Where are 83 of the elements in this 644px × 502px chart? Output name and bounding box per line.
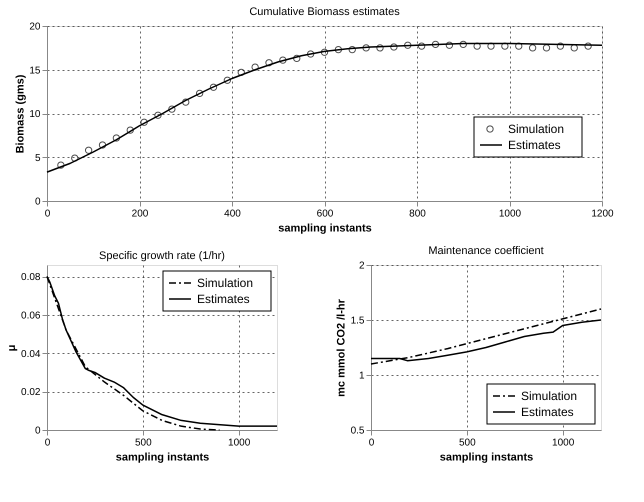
legend-label: Simulation bbox=[521, 389, 578, 403]
y-tick-label: 0 bbox=[34, 426, 41, 436]
x-tick-label: 1000 bbox=[228, 438, 251, 448]
point bbox=[460, 40, 467, 48]
y-tick-label: 20 bbox=[29, 22, 41, 32]
y-tick-label: 0.06 bbox=[21, 310, 41, 322]
point bbox=[404, 42, 412, 49]
point bbox=[487, 42, 495, 50]
legend-label: Estimates bbox=[508, 138, 561, 152]
point bbox=[418, 42, 426, 50]
x-tick-label: 400 bbox=[224, 208, 242, 220]
point bbox=[168, 105, 176, 113]
point bbox=[140, 118, 148, 126]
x-axis-title: sampling instants bbox=[440, 452, 534, 464]
chart-title: Cumulative Biomass estimates bbox=[249, 6, 400, 18]
legend-label: Estimates bbox=[521, 405, 574, 419]
point bbox=[126, 126, 134, 134]
point bbox=[210, 84, 218, 91]
x-tick-label: 0 bbox=[44, 438, 51, 448]
x-axis-title: sampling instants bbox=[278, 222, 372, 234]
y-tick-label: 0.08 bbox=[21, 272, 41, 284]
legend-label: Simulation bbox=[197, 276, 254, 290]
point bbox=[238, 68, 245, 76]
point bbox=[71, 154, 78, 162]
point bbox=[528, 44, 536, 52]
point bbox=[251, 63, 259, 71]
point bbox=[348, 46, 356, 54]
point bbox=[473, 42, 481, 50]
chart-title: Maintenance coefficient bbox=[428, 245, 544, 257]
point bbox=[112, 134, 120, 142]
point bbox=[320, 48, 328, 56]
y-axis-title: mc mmol CO2 /l-hr bbox=[336, 298, 348, 397]
point bbox=[556, 42, 564, 50]
legend-label: Simulation bbox=[508, 122, 564, 136]
point bbox=[306, 50, 314, 58]
point bbox=[515, 42, 522, 50]
x-tick-label: 600 bbox=[316, 208, 334, 220]
y-tick-label: 5 bbox=[34, 152, 41, 164]
x-tick-label: 1000 bbox=[552, 438, 575, 448]
x-tick-label: 800 bbox=[409, 208, 426, 220]
x-tick-label: 200 bbox=[132, 208, 149, 220]
x-tick-label: 500 bbox=[134, 438, 152, 448]
point bbox=[57, 161, 65, 169]
y-tick-label: 1 bbox=[358, 370, 365, 382]
point bbox=[446, 42, 454, 49]
x-tick-label: 1200 bbox=[591, 208, 614, 220]
point bbox=[376, 44, 384, 52]
y-tick-label: 0 bbox=[34, 196, 41, 208]
y-tick-label: 0.04 bbox=[21, 348, 41, 360]
y-tick-label: 10 bbox=[29, 109, 41, 120]
x-axis-title: sampling instants bbox=[116, 452, 210, 464]
line-series bbox=[370, 308, 602, 365]
x-tick-label: 500 bbox=[458, 438, 476, 448]
x-tick-label: 0 bbox=[44, 208, 51, 220]
point bbox=[501, 42, 509, 50]
point bbox=[362, 44, 370, 52]
point bbox=[196, 90, 204, 98]
y-tick-label: 1.5 bbox=[350, 316, 365, 326]
point bbox=[334, 46, 342, 54]
y-tick-label: 2 bbox=[358, 260, 365, 272]
y-tick-label: 0.5 bbox=[350, 426, 365, 436]
y-axis-title: Biomass (gms) bbox=[14, 74, 26, 154]
point bbox=[570, 44, 578, 52]
y-tick-label: 0.02 bbox=[21, 387, 41, 398]
legend-label: Estimates bbox=[197, 292, 250, 306]
point bbox=[584, 42, 592, 50]
y-axis-title: μ bbox=[6, 344, 18, 352]
x-tick-label: 1000 bbox=[498, 208, 522, 220]
point bbox=[279, 56, 287, 64]
line-series bbox=[46, 42, 603, 173]
point bbox=[390, 43, 398, 51]
y-tick-label: 15 bbox=[29, 65, 41, 76]
x-tick-label: 0 bbox=[368, 438, 375, 448]
point bbox=[224, 76, 232, 84]
point bbox=[432, 40, 440, 48]
chart-title: Specific growth rate (1/hr) bbox=[99, 250, 225, 262]
point bbox=[98, 141, 106, 149]
point bbox=[84, 146, 92, 154]
point bbox=[542, 44, 550, 52]
point bbox=[293, 54, 300, 62]
point bbox=[154, 112, 162, 119]
point bbox=[182, 98, 190, 106]
point bbox=[265, 59, 273, 66]
